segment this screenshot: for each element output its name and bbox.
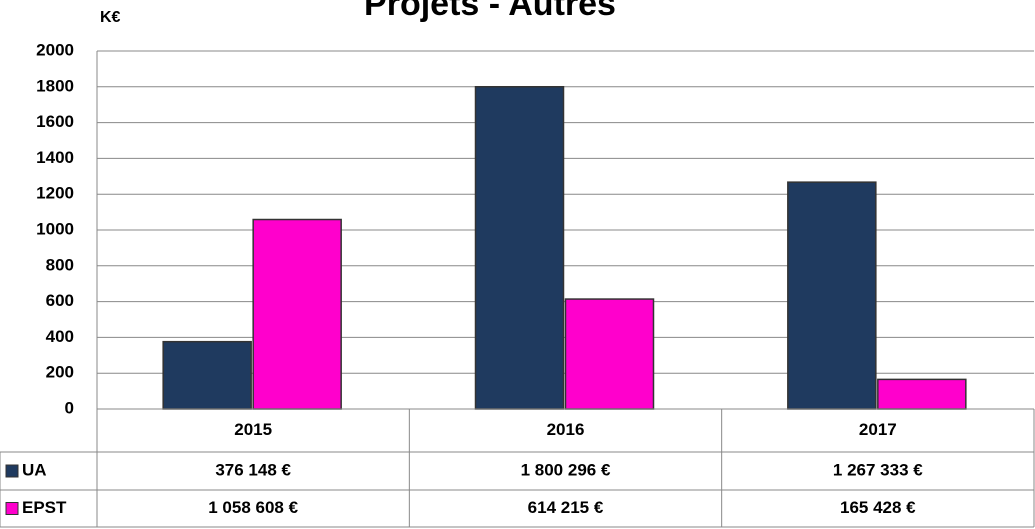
legend-label: EPST xyxy=(22,498,67,517)
bar xyxy=(474,85,565,410)
y-tick-label: 1200 xyxy=(36,184,74,203)
x-tick-label: 2017 xyxy=(859,420,897,439)
y-tick-label: 0 xyxy=(65,398,74,417)
x-tick-label: 2015 xyxy=(234,420,272,439)
x-tick-label: 2016 xyxy=(547,420,585,439)
bar xyxy=(252,218,342,410)
y-unit: K€ xyxy=(100,9,121,26)
y-tick-label: 800 xyxy=(46,255,74,274)
bar xyxy=(564,298,655,410)
chart-title: Projets - Autres xyxy=(364,0,616,23)
y-tick-label: 2000 xyxy=(36,40,74,59)
y-tick-label: 600 xyxy=(46,291,74,310)
legend-swatch xyxy=(5,502,19,515)
y-tick-label: 1000 xyxy=(36,219,74,238)
legend-label: UA xyxy=(22,460,47,479)
data-label: 1 058 608 € xyxy=(208,498,298,517)
y-tick-label: 400 xyxy=(46,327,74,346)
data-label: 1 800 296 € xyxy=(521,460,611,479)
data-label: 1 267 333 € xyxy=(833,460,923,479)
y-tick-label: 1800 xyxy=(36,76,74,95)
y-tick-label: 200 xyxy=(46,363,74,382)
y-tick-label: 1400 xyxy=(36,148,74,167)
data-label: 165 428 € xyxy=(840,498,916,517)
data-label: 614 215 € xyxy=(528,498,604,517)
bar xyxy=(787,181,877,410)
y-tick-label: 1600 xyxy=(36,112,74,131)
legend-swatch xyxy=(5,464,19,478)
bar xyxy=(877,378,967,410)
data-label: 376 148 € xyxy=(215,460,291,479)
bar xyxy=(162,340,252,410)
